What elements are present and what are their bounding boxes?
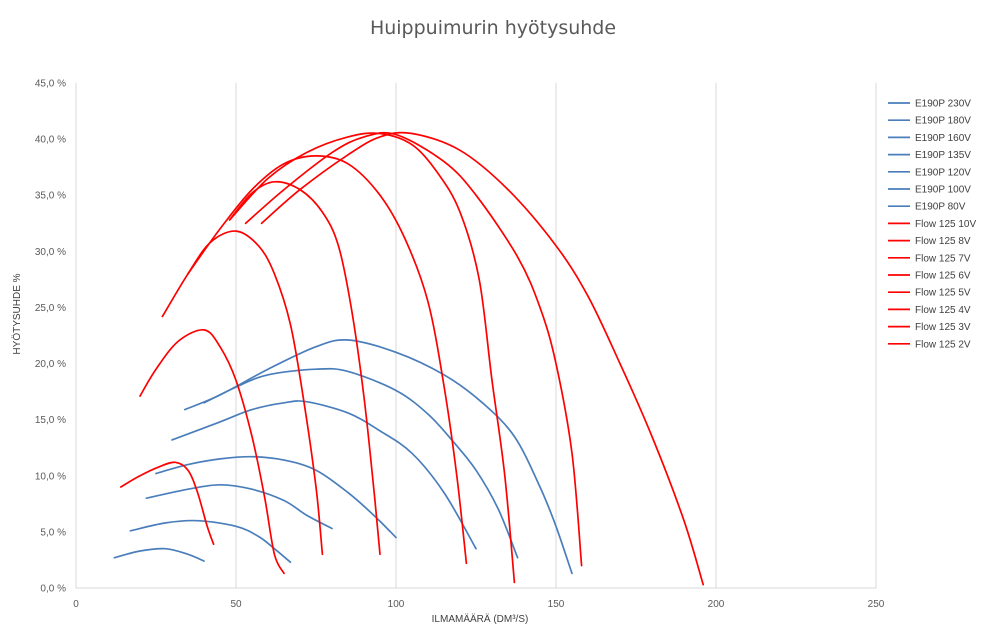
legend-label-flow-125-5v: Flow 125 5V xyxy=(915,288,971,299)
series-line-flow-125-3v xyxy=(139,329,285,575)
series-line-e190p-230v xyxy=(183,338,573,575)
series-line-e190p-120v xyxy=(145,483,333,530)
series-line-flow-125-8v xyxy=(244,131,583,567)
y-tick-label: 35,0 % xyxy=(35,191,66,202)
x-tick-label: 250 xyxy=(868,599,885,610)
legend-label-e190p-120v: E190P 120V xyxy=(915,167,971,178)
legend-label-e190p-180v: E190P 180V xyxy=(915,116,971,127)
series-line-e190p-180v xyxy=(203,367,519,559)
y-tick-label: 40,0 % xyxy=(35,135,66,146)
plot-frame xyxy=(75,83,876,589)
legend-label-flow-125-4v: Flow 125 4V xyxy=(915,305,971,316)
legend-label-e190p-230v: E190P 230V xyxy=(915,99,971,110)
legend-label-flow-125-8v: Flow 125 8V xyxy=(915,236,971,247)
legend-label-flow-125-6v: Flow 125 6V xyxy=(915,271,971,282)
legend-label-flow-125-2v: Flow 125 2V xyxy=(915,339,971,350)
legend-label-e190p-160v: E190P 160V xyxy=(915,133,971,144)
legend-label-flow-125-3v: Flow 125 3V xyxy=(915,322,971,333)
y-tick-label: 0,0 % xyxy=(40,584,66,595)
series-line-e190p-80v xyxy=(113,547,205,562)
y-tick-label: 5,0 % xyxy=(40,527,66,538)
y-axis-label: HYÖTYSUHDE % xyxy=(11,273,23,354)
series-line-e190p-160v xyxy=(171,400,477,550)
y-tick-label: 10,0 % xyxy=(35,471,66,482)
legend-label-e190p-135v: E190P 135V xyxy=(915,150,971,161)
chart-title: Huippuimurin hyötysuhde xyxy=(370,17,616,39)
series-line-e190p-135v xyxy=(155,455,397,539)
y-tick-label: 15,0 % xyxy=(35,415,66,426)
series-layer xyxy=(113,131,705,586)
x-axis-ticks: 0 50 100 150 200 250 xyxy=(73,599,885,610)
legend-label-e190p-100v: E190P 100V xyxy=(915,185,971,196)
x-axis-label: ILMAMÄÄRÄ (DM³/S) xyxy=(432,613,529,625)
legend: E190P 230V E190P 180V E190P 160V E190P 135V… xyxy=(888,99,976,350)
x-tick-label: 100 xyxy=(388,599,405,610)
y-axis-ticks: 0,0 % 5,0 % 10,0 % 15,0 % 20,0 % 25,0 % 30,0 %… xyxy=(35,79,66,595)
series-line-flow-125-6v xyxy=(187,155,468,565)
series-line-flow-125-10v xyxy=(260,131,705,586)
series-line-flow-125-2v xyxy=(119,461,215,546)
y-tick-label: 25,0 % xyxy=(35,303,66,314)
x-tick-label: 150 xyxy=(548,599,565,610)
series-line-flow-125-7v xyxy=(228,132,516,584)
series-line-flow-125-5v xyxy=(228,180,381,556)
legend-label-flow-125-10v: Flow 125 10V xyxy=(915,219,976,230)
y-tick-label: 45,0 % xyxy=(35,79,66,90)
y-tick-label: 30,0 % xyxy=(35,247,66,258)
grid-lines xyxy=(235,83,877,588)
y-tick-label: 20,0 % xyxy=(35,359,66,370)
series-line-e190p-100v xyxy=(129,519,292,564)
legend-label-e190p-80v: E190P 80V xyxy=(915,202,966,213)
x-tick-label: 0 xyxy=(73,599,79,610)
legend-label-flow-125-7v: Flow 125 7V xyxy=(915,253,971,264)
series-line-flow-125-4v xyxy=(161,230,324,556)
x-tick-label: 200 xyxy=(708,599,725,610)
x-tick-label: 50 xyxy=(230,599,242,610)
